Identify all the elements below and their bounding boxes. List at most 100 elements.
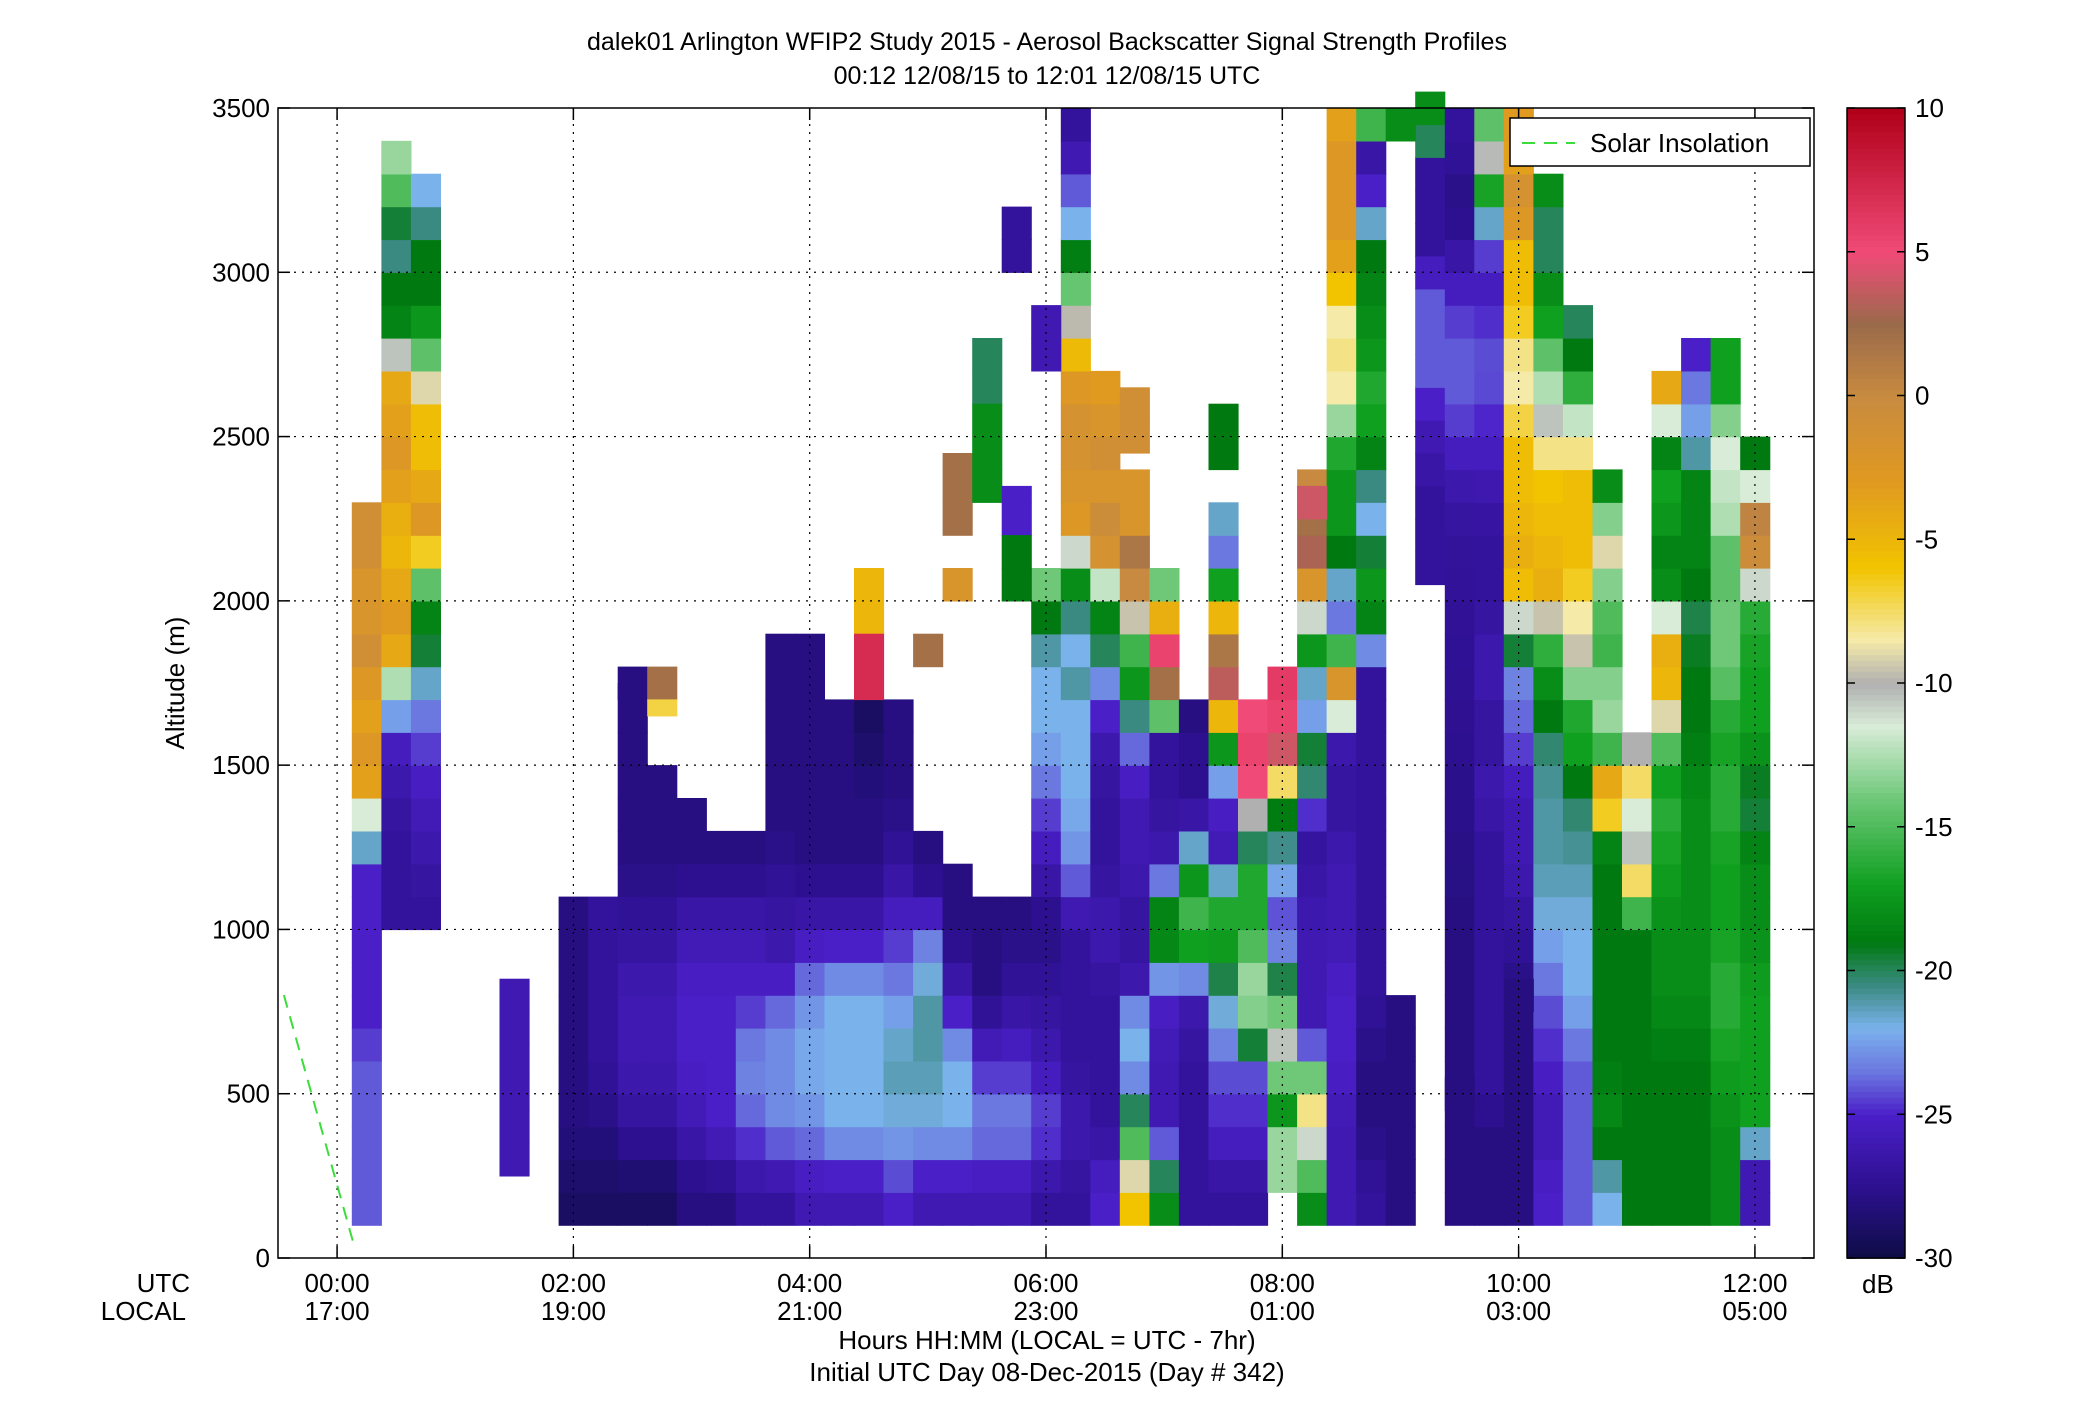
- heatmap-cell: [1356, 600, 1387, 635]
- heatmap-cell: [1208, 929, 1239, 963]
- heatmap-cell: [588, 962, 619, 996]
- heatmap-cell: [1267, 1093, 1298, 1128]
- heatmap-cell: [972, 1159, 1003, 1193]
- colorbar-segment: [1847, 631, 1905, 638]
- heatmap-cell: [1326, 666, 1357, 701]
- heatmap-cell: [1208, 568, 1239, 602]
- heatmap-cell: [1149, 1060, 1180, 1095]
- heatmap-cell: [676, 1060, 707, 1095]
- heatmap-cell: [1681, 633, 1712, 668]
- heatmap-cell: [1090, 798, 1121, 832]
- heatmap-cell: [1444, 173, 1475, 208]
- colorbar-segment: [1847, 717, 1905, 724]
- heatmap-cell: [1090, 962, 1121, 996]
- heatmap-cell: [1474, 403, 1505, 438]
- heatmap-cell: [765, 798, 796, 832]
- heatmap-cell: [1592, 1192, 1623, 1226]
- colorbar-segment: [1847, 481, 1905, 489]
- heatmap-cell: [706, 1028, 737, 1062]
- heatmap-cell: [1149, 896, 1180, 931]
- heatmap-cell: [1356, 929, 1387, 963]
- colorbar-segment: [1847, 320, 1905, 328]
- heatmap-cell: [1060, 995, 1091, 1029]
- heatmap-cell: [1149, 1028, 1180, 1062]
- heatmap-cell: [972, 1060, 1003, 1095]
- colorbar-segment: [1847, 924, 1905, 931]
- heatmap-cell: [1060, 732, 1091, 766]
- colorbar-segment: [1847, 113, 1905, 121]
- heatmap-cell: [854, 995, 885, 1029]
- heatmap-cell: [1740, 633, 1771, 668]
- heatmap-cell: [1681, 798, 1712, 832]
- heatmap-cell: [1208, 1126, 1239, 1161]
- heatmap-cell: [1149, 830, 1180, 865]
- colorbar-segment: [1847, 1079, 1905, 1087]
- heatmap-cell: [1297, 633, 1328, 668]
- heatmap-cell: [1622, 1028, 1653, 1062]
- colorbar-segment: [1847, 1194, 1905, 1202]
- heatmap-cell: [794, 633, 825, 668]
- heatmap-cell: [1562, 896, 1593, 931]
- heatmap-cell: [1001, 1159, 1032, 1193]
- heatmap-cell: [824, 798, 855, 832]
- heatmap-cell: [410, 502, 441, 536]
- heatmap-cell: [1474, 633, 1505, 668]
- heatmap-cell: [1119, 387, 1150, 421]
- colorbar-segment: [1847, 918, 1905, 926]
- heatmap-cell: [617, 1192, 648, 1226]
- heatmap-cell: [1326, 1192, 1357, 1226]
- y-tick-label: 1000: [212, 914, 270, 944]
- heatmap-cell: [1090, 1159, 1121, 1193]
- heatmap-cell: [735, 1126, 766, 1161]
- heatmap-cell: [1533, 863, 1564, 898]
- heatmap-cell: [410, 535, 441, 569]
- heatmap-cell: [1415, 190, 1446, 224]
- heatmap-cell: [1592, 1060, 1623, 1095]
- colorbar-segment: [1847, 533, 1905, 540]
- heatmap-cell: [1562, 469, 1593, 503]
- colorbar: 10 5 0 -5 -10 -15 -20 -25 -30 dB: [1846, 93, 1953, 1299]
- heatmap-cell: [617, 683, 648, 700]
- colorbar-segment: [1847, 976, 1905, 983]
- heatmap-cell: [1178, 798, 1209, 832]
- heatmap-cell: [1415, 124, 1446, 158]
- heatmap-cell: [1385, 1126, 1416, 1161]
- colorbar-segment: [1847, 1074, 1905, 1081]
- colorbar-gradient: [1847, 108, 1905, 1259]
- heatmap-cell: [617, 1159, 648, 1193]
- x-tick-label-local: 17:00: [305, 1296, 370, 1326]
- heatmap-cell: [410, 765, 441, 799]
- colorbar-segment: [1847, 1177, 1905, 1184]
- colorbar-segment: [1847, 1085, 1905, 1092]
- colorbar-tick-label: -30: [1915, 1243, 1953, 1273]
- heatmap-cell: [1622, 1192, 1653, 1226]
- heatmap-cell: [1238, 1028, 1269, 1062]
- heatmap-cell: [1297, 962, 1328, 996]
- heatmap-cell: [1178, 1126, 1209, 1161]
- heatmap-cell: [1651, 1028, 1682, 1062]
- colorbar-segment: [1847, 211, 1905, 218]
- colorbar-segment: [1847, 384, 1905, 391]
- heatmap-cell: [1651, 995, 1682, 1029]
- heatmap-cell: [1474, 502, 1505, 536]
- heatmap-cell: [617, 798, 648, 832]
- heatmap-cell: [913, 896, 944, 931]
- heatmap-cell: [1119, 633, 1150, 668]
- heatmap-cell: [854, 830, 885, 865]
- heatmap-cell: [1592, 863, 1623, 898]
- colorbar-segment: [1847, 303, 1905, 311]
- colorbar-segment: [1847, 240, 1905, 247]
- y-tick-label: 3000: [212, 257, 270, 287]
- colorbar-segment: [1847, 568, 1905, 575]
- heatmap-cell: [942, 1093, 973, 1128]
- heatmap-cell: [794, 1093, 825, 1128]
- colorbar-segment: [1847, 1143, 1905, 1150]
- heatmap-cell: [1297, 830, 1328, 865]
- heatmap-cell: [883, 929, 914, 963]
- heatmap-cell: [1681, 436, 1712, 471]
- colorbar-segment: [1847, 499, 1905, 506]
- heatmap-cell: [1090, 469, 1121, 503]
- heatmap-cell: [351, 1093, 382, 1128]
- heatmap-cell: [1562, 535, 1593, 569]
- heatmap-cell: [1060, 239, 1091, 273]
